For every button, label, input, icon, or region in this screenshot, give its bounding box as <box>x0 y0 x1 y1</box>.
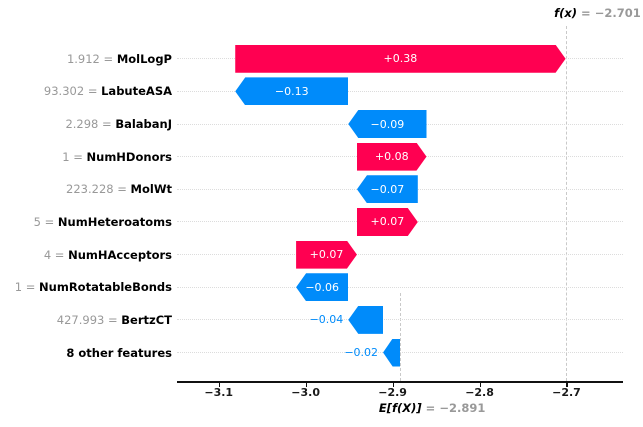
feature-label: 4 = NumHAcceptors <box>44 247 172 263</box>
shap-bar-negative <box>383 338 401 367</box>
feature-value: 4 = <box>43 247 69 262</box>
x-axis-tick-label: −2.8 <box>465 386 494 399</box>
feature-label: 1 = NumRotatableBonds <box>15 279 172 295</box>
feature-name: NumHDonors <box>86 149 172 164</box>
feature-value: 5 = <box>33 214 58 229</box>
feature-name: NumRotatableBonds <box>39 280 172 295</box>
fx-reference-line <box>565 26 567 381</box>
feature-value: 93.302 = <box>43 84 102 99</box>
shap-value-label: −0.13 <box>274 84 309 98</box>
x-axis-tick-label: −3.0 <box>291 386 320 399</box>
feature-label: 5 = NumHeteroatoms <box>34 214 172 230</box>
feature-label: 1 = NumHDonors <box>62 149 172 165</box>
shap-bar-positive: +0.07 <box>296 241 357 269</box>
fx-annotation: f(x) = −2.701 <box>554 6 641 20</box>
feature-name: BertzCT <box>121 312 172 327</box>
feature-name: BalabanJ <box>115 117 172 131</box>
feature-name: NumHAcceptors <box>68 247 172 262</box>
shap-value-label: −0.04 <box>309 312 344 326</box>
shap-bar-negative: −0.06 <box>296 273 349 302</box>
x-axis-line <box>177 381 623 383</box>
x-axis-tick <box>479 382 481 387</box>
shap-bar-positive: +0.07 <box>357 208 418 236</box>
shap-value-label: +0.07 <box>370 215 405 229</box>
feature-label: 2.298 = BalabanJ <box>65 116 172 132</box>
feature-name: LabuteASA <box>101 84 172 99</box>
feature-name: 8 other features <box>66 345 172 360</box>
feature-label: 223.228 = MolWt <box>66 181 172 197</box>
shap-value-label: −0.09 <box>370 117 405 131</box>
feature-label: 427.993 = BertzCT <box>57 312 172 328</box>
shap-bar-negative <box>348 305 384 334</box>
feature-name: NumHeteroatoms <box>57 214 172 229</box>
x-axis-tick-label: −2.9 <box>378 386 407 399</box>
shap-value-label: +0.38 <box>383 52 418 66</box>
x-axis-tick-label: −3.1 <box>204 386 234 399</box>
shap-bar-negative: −0.13 <box>235 77 349 106</box>
base-reference-line <box>400 293 402 381</box>
x-axis-tick <box>218 382 221 387</box>
feature-value: 2.298 = <box>65 117 116 131</box>
fx-label: f(x) <box>554 6 578 20</box>
shap-bar-negative: −0.09 <box>348 110 427 138</box>
expected-value-number: = −2.891 <box>421 401 486 415</box>
fx-value: = −2.701 <box>577 6 641 20</box>
feature-value: 1 = <box>62 149 87 164</box>
row-gridline <box>177 319 623 321</box>
row-gridline <box>177 254 623 256</box>
shap-value-label: −0.07 <box>370 182 405 196</box>
expected-value-annotation: E[f(X)] = −2.891 <box>379 401 485 415</box>
x-axis-tick <box>566 382 568 387</box>
row-gridline <box>177 286 623 288</box>
feature-name: MolWt <box>130 182 172 197</box>
feature-value: 1 = <box>14 280 40 295</box>
shap-bar-positive: +0.08 <box>357 143 427 171</box>
x-axis-tick <box>392 382 394 387</box>
feature-value: 1.912 = <box>66 51 117 66</box>
shap-value-label: −0.02 <box>344 345 379 359</box>
feature-label: 1.912 = MolLogP <box>67 51 172 67</box>
x-axis-tick <box>305 382 307 387</box>
row-gridline <box>177 90 623 92</box>
feature-label: 8 other features <box>66 345 172 361</box>
shap-bar-negative: −0.07 <box>356 175 418 204</box>
feature-value: 223.228 = <box>66 182 131 197</box>
expected-value-label: E[f(X)] <box>378 401 422 415</box>
feature-value: 427.993 = <box>56 312 122 327</box>
shap-value-label: +0.08 <box>374 150 409 164</box>
shap-bar-positive: +0.38 <box>235 45 565 73</box>
feature-name: MolLogP <box>116 51 172 66</box>
shap-value-label: +0.07 <box>309 248 344 262</box>
feature-label: 93.302 = LabuteASA <box>44 83 172 99</box>
x-axis-tick-label: −2.7 <box>552 386 581 399</box>
shap-value-label: −0.06 <box>305 280 340 294</box>
